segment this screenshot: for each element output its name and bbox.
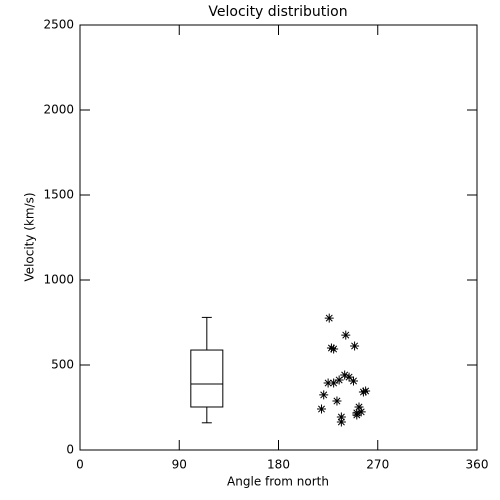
asterisk-point	[332, 396, 342, 406]
asterisk-point	[326, 343, 336, 353]
y-tick-label: 1000	[43, 273, 74, 287]
y-tick-label: 2500	[43, 18, 74, 32]
asterisk-point	[324, 313, 334, 323]
y-tick-label: 0	[66, 443, 74, 457]
chart-title: Velocity distribution	[208, 4, 347, 20]
asterisk-point	[329, 344, 339, 354]
asterisk-point	[317, 404, 327, 414]
asterisk-point	[361, 386, 371, 396]
x-axis-label: Angle from north	[227, 475, 329, 489]
asterisk-point	[341, 330, 351, 340]
x-tick-label: 180	[267, 458, 290, 472]
y-tick-label: 500	[51, 358, 74, 372]
x-tick-label: 360	[466, 458, 489, 472]
asterisk-point	[329, 378, 339, 388]
asterisk-point	[352, 410, 362, 420]
plot-frame	[79, 24, 478, 451]
asterisk-point	[348, 376, 358, 386]
asterisk-point	[354, 402, 364, 412]
asterisk-point	[319, 390, 329, 400]
x-tick-label: 90	[172, 458, 187, 472]
asterisk-point	[340, 370, 350, 380]
asterisk-point	[356, 407, 366, 417]
asterisk-point	[358, 387, 368, 397]
asterisk-point	[336, 417, 346, 427]
y-axis-label: Velocity (km/s)	[23, 192, 37, 281]
box	[190, 349, 224, 408]
asterisk-point	[344, 372, 354, 382]
y-tick-label: 1500	[43, 188, 74, 202]
asterisk-point	[336, 412, 346, 422]
asterisk-point	[323, 378, 333, 388]
asterisk-point	[334, 375, 344, 385]
x-tick-label: 0	[76, 458, 84, 472]
x-tick-label: 270	[366, 458, 389, 472]
y-tick-label: 2000	[43, 103, 74, 117]
asterisk-point	[350, 341, 360, 351]
